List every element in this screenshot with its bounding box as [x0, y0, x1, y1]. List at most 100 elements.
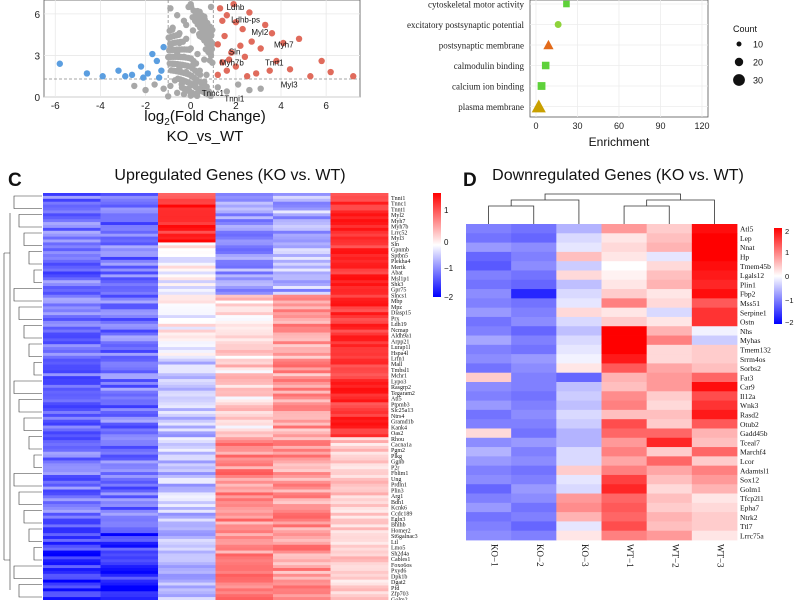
upregulated-heatmap-cell — [100, 486, 159, 490]
upregulated-heatmap-cell — [215, 332, 274, 336]
upregulated-heatmap-cell — [43, 201, 101, 206]
upregulated-heatmap-cell — [273, 469, 331, 473]
upregulated-heatmap-cell — [43, 364, 101, 368]
upregulated-gene-label: Myh7 — [391, 219, 405, 225]
upregulated-heatmap-cell — [100, 416, 159, 421]
upregulated-heatmap-cell — [158, 227, 216, 232]
downregulated-heatmap-cell — [646, 474, 693, 485]
upregulated-heatmap-cell — [158, 550, 216, 554]
downregulated-heatmap-cell — [601, 363, 648, 374]
upregulated-colorbar-tick: −2 — [444, 293, 454, 302]
upregulated-gene-label: Plkg — [391, 454, 402, 460]
upregulated-heatmap-cell — [330, 335, 389, 339]
downregulated-gene-label: Tmem45b — [740, 262, 771, 271]
upregulated-heatmap-cell — [43, 588, 101, 592]
upregulated-heatmap-cell — [330, 582, 389, 586]
upregulated-heatmap-cell — [43, 271, 101, 275]
upregulated-heatmap-cell — [158, 486, 216, 490]
downregulated-heatmap-cell — [466, 363, 512, 374]
upregulated-heatmap-cell — [215, 338, 274, 342]
upregulated-heatmap-cell — [273, 597, 331, 600]
upregulated-heatmap-cell — [273, 347, 331, 351]
upregulated-gene-label: Mertk — [391, 265, 406, 271]
upregulated-heatmap-cell — [100, 233, 159, 238]
upregulated-gene-label: Atl5 — [391, 397, 402, 403]
upregulated-heatmap-cell — [330, 509, 389, 514]
upregulated-heatmap-cell — [100, 594, 159, 598]
enrichment-point — [543, 39, 554, 50]
upregulated-heatmap-cell — [215, 445, 274, 450]
upregulated-heatmap-cell — [273, 448, 331, 453]
upregulated-heatmap-cell — [158, 370, 216, 374]
upregulated-heatmap-cell — [215, 413, 274, 418]
upregulated-heatmap-cell — [100, 413, 159, 418]
upregulated-heatmap-cell — [100, 445, 159, 450]
volcano-point-up — [295, 35, 303, 42]
downregulated-heatmap-cell — [646, 251, 693, 262]
volcano-point-up — [268, 30, 276, 37]
upregulated-heatmap-cell — [215, 277, 274, 281]
upregulated-heatmap-cell — [330, 338, 389, 342]
upregulated-heatmap-cell — [158, 210, 216, 214]
upregulated-heatmap-cell — [158, 352, 216, 357]
volcano-point-ns — [173, 89, 181, 97]
upregulated-heatmap-cell — [215, 393, 274, 397]
upregulated-heatmap — [43, 193, 389, 600]
upregulated-heatmap-cell — [158, 594, 216, 598]
upregulated-heatmap-cell — [158, 416, 216, 421]
volcano-gene-label: Ldhb-ps — [231, 15, 260, 24]
upregulated-heatmap-cell — [330, 216, 389, 220]
upregulated-heatmap-cell — [215, 283, 274, 287]
upregulated-heatmap-cell — [273, 204, 331, 208]
upregulated-heatmap-cell — [215, 419, 274, 424]
volcano-point-down — [158, 67, 165, 74]
upregulated-heatmap-cell — [158, 207, 216, 211]
upregulated-heatmap-cell — [100, 460, 159, 464]
upregulated-heatmap-cell — [215, 469, 274, 473]
volcano-point-up — [228, 49, 235, 56]
upregulated-heatmap-cell — [100, 358, 159, 363]
upregulated-heatmap-cell — [273, 509, 331, 514]
upregulated-heatmap-cell — [330, 411, 389, 415]
downregulated-heatmap-cell — [511, 326, 557, 336]
upregulated-heatmap-cell — [158, 213, 216, 217]
enrichment-x-ticks: 0 30 60 90 120 — [533, 121, 709, 131]
upregulated-heatmap-cell — [330, 562, 389, 566]
upregulated-heatmap-cell — [43, 248, 101, 252]
downregulated-heatmap-cell — [556, 363, 602, 374]
upregulated-heatmap-cell — [100, 338, 159, 342]
upregulated-heatmap-cell — [273, 312, 331, 316]
downregulated-heatmap-cell — [646, 307, 693, 318]
downregulated-gene-label: Tfcp2l1 — [740, 494, 764, 503]
upregulated-heatmap-cell — [158, 405, 216, 409]
downregulated-gene-label: Plin1 — [740, 280, 756, 289]
upregulated-heatmap-cell — [100, 286, 159, 290]
downregulated-heatmap-cell — [556, 447, 602, 457]
upregulated-dendrogram-branch — [28, 251, 42, 265]
upregulated-heatmap-cell — [330, 556, 389, 560]
upregulated-heatmap-cell — [158, 315, 216, 319]
upregulated-heatmap-cell — [330, 533, 389, 537]
upregulated-heatmap-cell — [215, 506, 274, 511]
upregulated-heatmap-cell — [215, 428, 274, 432]
downregulated-heatmap-cell — [691, 382, 738, 392]
upregulated-heatmap-cell — [43, 332, 101, 336]
downregulated-heatmap-cell — [601, 242, 648, 253]
volcano-point-ns — [194, 50, 201, 58]
upregulated-heatmap-cell — [43, 230, 101, 235]
upregulated-heatmap-cell — [273, 501, 331, 505]
downregulated-heatmap-cell — [556, 326, 602, 336]
upregulated-heatmap-cell — [273, 582, 331, 586]
volcano-point-up — [230, 0, 237, 8]
volcano-point-ns — [164, 93, 172, 100]
upregulated-heatmap-cell — [43, 597, 101, 600]
upregulated-heatmap-cell — [215, 527, 274, 531]
upregulated-heatmap-cell — [273, 210, 331, 214]
upregulated-heatmap-cell — [100, 280, 159, 284]
volcano-point-ns — [160, 85, 167, 92]
upregulated-heatmap-cell — [273, 288, 331, 293]
upregulated-heatmap-cell — [158, 265, 216, 269]
upregulated-gene-label: Slncs1 — [391, 293, 407, 299]
downregulated-heatmap-cell — [601, 298, 648, 309]
upregulated-heatmap-cell — [215, 434, 274, 438]
